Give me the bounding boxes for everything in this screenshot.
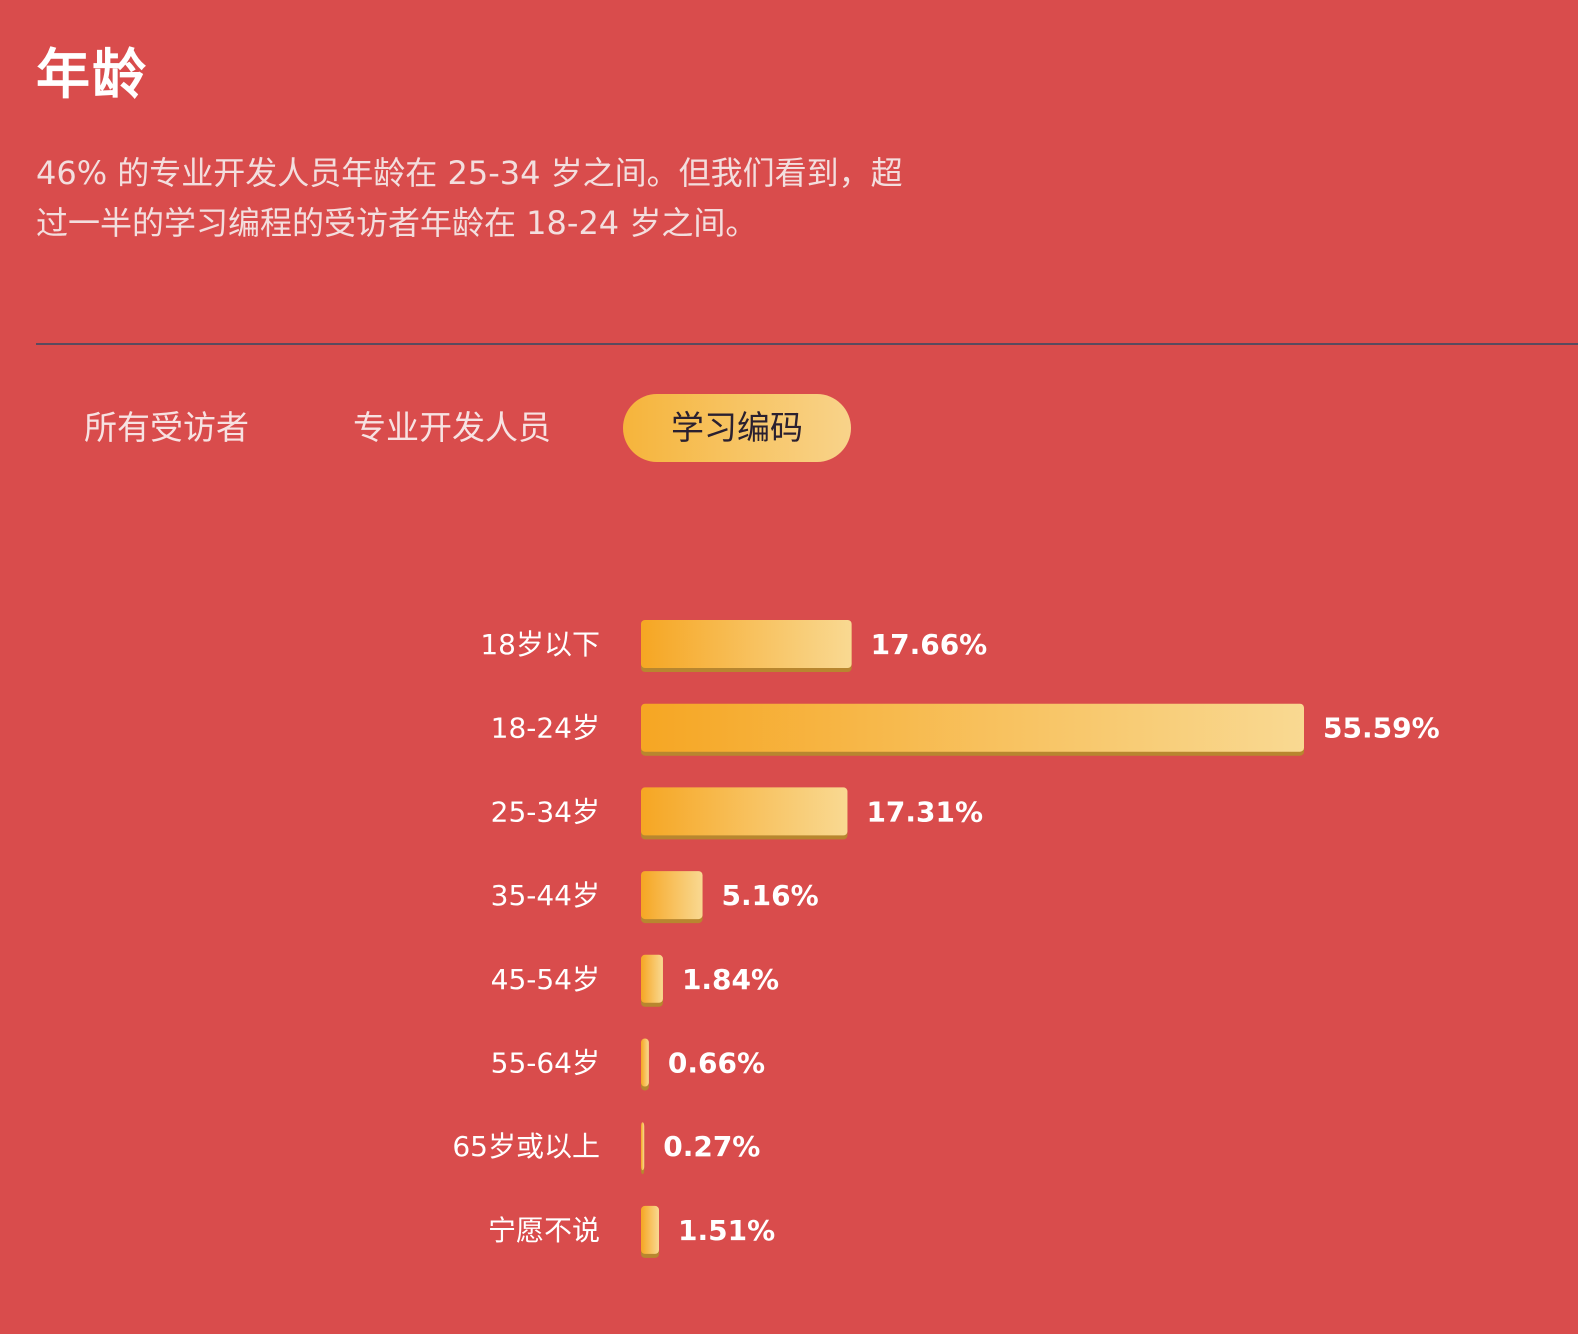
value-label: 0.66% [668, 1047, 765, 1080]
category-label: 45-54岁 [491, 963, 600, 996]
bar [641, 871, 703, 920]
category-label: 18-24岁 [491, 712, 600, 745]
bar [641, 787, 848, 836]
category-label: 35-44岁 [491, 879, 600, 912]
tab-all-respondents[interactable]: 所有受访者 [84, 408, 249, 447]
category-label: 18岁以下 [480, 628, 600, 661]
value-label: 17.66% [871, 628, 988, 661]
tab-professional-developers[interactable]: 专业开发人员 [353, 408, 551, 447]
page-subtitle: 46% 的专业开发人员年龄在 25-34 岁之间。但我们看到，超 过一半的学习编… [36, 148, 936, 248]
value-label: 17.31% [866, 795, 983, 828]
bar [641, 1205, 660, 1254]
tab-learning-to-code[interactable]: 学习编码 [623, 394, 851, 462]
value-label: 55.59% [1323, 712, 1440, 745]
category-label: 65岁或以上 [452, 1130, 600, 1163]
bar [641, 703, 1304, 752]
category-label: 55-64岁 [491, 1047, 600, 1080]
value-label: 1.51% [678, 1214, 775, 1247]
bar [641, 1122, 645, 1171]
subtitle-line-1: 46% 的专业开发人员年龄在 25-34 岁之间。但我们看到，超 [36, 154, 903, 192]
bar [641, 954, 663, 1003]
value-label: 1.84% [682, 963, 779, 996]
category-label: 宁愿不说 [488, 1214, 600, 1247]
page-title: 年龄 [36, 43, 148, 106]
respondent-tabs: 所有受访者 专业开发人员 学习编码 [52, 394, 891, 462]
section-divider [36, 343, 1578, 345]
category-label: 25-34岁 [491, 795, 600, 828]
bar [641, 1038, 649, 1087]
value-label: 5.16% [722, 879, 819, 912]
bar [641, 620, 852, 668]
subtitle-line-2: 过一半的学习编程的受访者年龄在 18-24 岁之间。 [36, 204, 758, 242]
value-label: 0.27% [663, 1130, 760, 1163]
